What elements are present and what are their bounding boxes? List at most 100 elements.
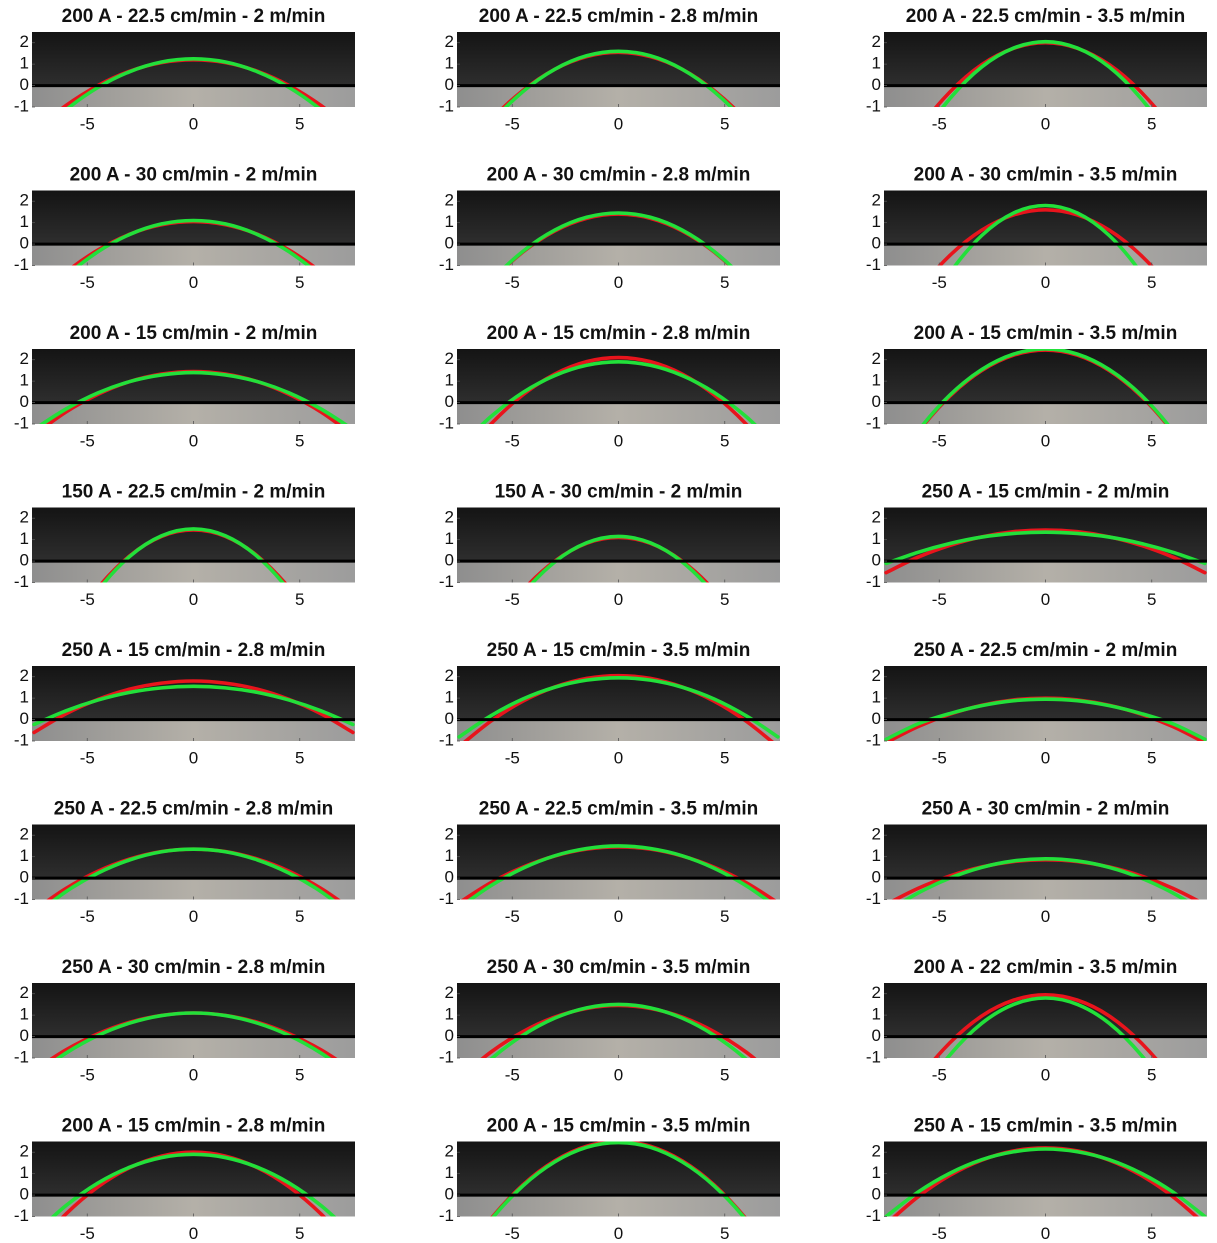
subplot-title: 200 A - 15 cm/min - 2 m/min [70, 323, 318, 344]
subplot-title: 150 A - 22.5 cm/min - 2 m/min [62, 482, 326, 503]
subplot: 250 A - 15 cm/min - 3.5 m/min -1 0 1 2 -5 0 5 [866, 1116, 1207, 1243]
subplot-title: 250 A - 22.5 cm/min - 2 m/min [914, 640, 1178, 661]
plot-area [884, 824, 1207, 900]
plot-area [457, 190, 780, 266]
x-tick-label: -5 [505, 114, 520, 133]
photo-plate [884, 85, 1207, 107]
y-tick-label: 1 [20, 529, 29, 548]
subplot: 250 A - 15 cm/min - 2 m/min -1 0 1 2 -5 0 5 [866, 482, 1207, 609]
x-tick-label: 5 [720, 748, 729, 767]
x-tick-label: 5 [295, 1224, 304, 1243]
fit-curve [884, 530, 1207, 566]
fit-curve [884, 697, 1207, 741]
x-tick-label: 0 [1041, 590, 1050, 609]
photo-background [457, 32, 780, 86]
fit-curve [921, 349, 1170, 424]
y-tick-label: -1 [14, 1206, 29, 1225]
x-tick-label: 0 [189, 1065, 198, 1084]
x-tick-label: 0 [1041, 1065, 1050, 1084]
x-tick-label: 0 [189, 431, 198, 450]
y-tick-label: -1 [439, 889, 454, 908]
plot-area [32, 1141, 355, 1217]
subplot-title: 200 A - 30 cm/min - 3.5 m/min [914, 165, 1178, 186]
fit-curve [945, 996, 1146, 1058]
plot-area [884, 666, 1207, 741]
x-tick-label: 5 [1147, 1065, 1156, 1084]
photo-plate [32, 719, 355, 741]
y-tick-label: 0 [20, 868, 29, 887]
subplot-title: 250 A - 22.5 cm/min - 3.5 m/min [479, 799, 758, 820]
subplot-title: 200 A - 15 cm/min - 2.8 m/min [487, 323, 751, 344]
y-tick-label: 2 [872, 983, 881, 1002]
photo-plate [457, 244, 780, 266]
subplot-title: 250 A - 15 cm/min - 3.5 m/min [487, 640, 751, 661]
subplot: 200 A - 22.5 cm/min - 3.5 m/min -1 0 1 2 -5 0 5 [866, 6, 1207, 133]
y-tick-label: 1 [872, 1163, 881, 1182]
x-tick-label: 5 [720, 431, 729, 450]
y-tick-label: 2 [872, 349, 881, 368]
y-tick-label: 1 [445, 1163, 454, 1182]
photo-plate [457, 1195, 780, 1217]
y-tick-label: 2 [445, 983, 454, 1002]
fit-curve [102, 527, 285, 583]
plot-area [457, 983, 780, 1058]
subplot-title: 200 A - 22.5 cm/min - 3.5 m/min [906, 6, 1185, 27]
x-tick-label: 5 [1147, 748, 1156, 767]
photo-background [32, 983, 355, 1037]
x-tick-label: 5 [1147, 907, 1156, 926]
y-tick-label: 2 [20, 508, 29, 527]
x-tick-label: 5 [295, 273, 304, 292]
subplot: 250 A - 30 cm/min - 2.8 m/min -1 0 1 2 -5 0 5 [14, 957, 355, 1084]
y-tick-label: 2 [872, 825, 881, 844]
y-tick-label: -1 [14, 889, 29, 908]
subplot: 200 A - 15 cm/min - 3.5 m/min -1 0 1 2 -5 0 5 [439, 1116, 780, 1243]
y-tick-label: 0 [872, 868, 881, 887]
fit-curve [489, 1002, 748, 1058]
photo-background [32, 824, 355, 879]
photo-plate [884, 561, 1207, 583]
y-tick-label: 1 [445, 371, 454, 390]
fit-curve [933, 992, 1158, 1058]
x-tick-label: -5 [932, 431, 947, 450]
y-tick-label: -1 [14, 572, 29, 591]
photo-plate [457, 561, 780, 583]
y-tick-label: 0 [872, 1026, 881, 1045]
subplot: 200 A - 22.5 cm/min - 2 m/min -1 0 1 2 -5 0 5 [14, 6, 355, 133]
y-tick-label: 0 [20, 709, 29, 728]
x-tick-label: -5 [80, 907, 95, 926]
photo-background [457, 190, 780, 245]
fit-curve [457, 675, 780, 739]
y-tick-label: 1 [445, 1005, 454, 1024]
x-tick-label: 0 [614, 431, 623, 450]
y-tick-label: 1 [445, 54, 454, 73]
photo-background [884, 349, 1207, 403]
y-tick-label: -1 [14, 96, 29, 115]
subplot-title: 200 A - 22.5 cm/min - 2.8 m/min [479, 6, 758, 27]
y-tick-label: 2 [445, 825, 454, 844]
y-tick-label: 0 [20, 1026, 29, 1045]
x-tick-label: 0 [189, 273, 198, 292]
y-tick-label: -1 [866, 413, 881, 432]
fit-curve [50, 1152, 337, 1217]
photo-plate [32, 85, 355, 107]
x-tick-label: -5 [505, 1065, 520, 1084]
photo-background [884, 666, 1207, 720]
subplot-title: 250 A - 15 cm/min - 2.8 m/min [62, 640, 326, 661]
photo-plate [884, 402, 1207, 424]
plot-area [32, 507, 355, 583]
y-tick-label: -1 [439, 572, 454, 591]
photo-background [457, 824, 780, 879]
fit-curve [953, 203, 1138, 266]
y-tick-label: 2 [445, 191, 454, 210]
photo-plate [457, 402, 780, 424]
subplot: 250 A - 15 cm/min - 3.5 m/min -1 0 1 2 -5 0 5 [439, 640, 780, 767]
x-tick-label: -5 [932, 590, 947, 609]
subplot: 200 A - 22.5 cm/min - 2.8 m/min -1 0 1 2 -5 0 5 [439, 6, 780, 133]
photo-plate [457, 1036, 780, 1058]
x-tick-label: -5 [80, 590, 95, 609]
x-tick-label: 5 [720, 907, 729, 926]
y-tick-label: 2 [445, 32, 454, 51]
y-tick-label: 2 [445, 666, 454, 685]
fit-curve [463, 673, 774, 741]
subplot-title: 200 A - 30 cm/min - 2 m/min [70, 165, 318, 186]
